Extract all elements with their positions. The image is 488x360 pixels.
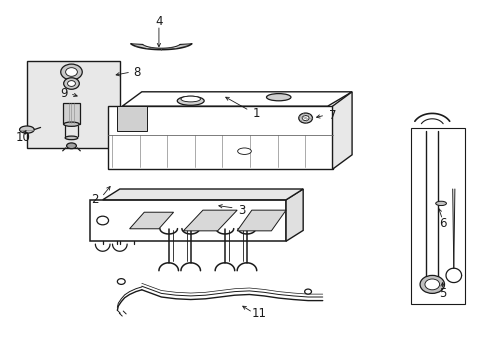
- Polygon shape: [237, 210, 285, 231]
- Text: 2: 2: [91, 193, 99, 206]
- Polygon shape: [122, 92, 351, 106]
- Polygon shape: [332, 92, 351, 169]
- Text: 10: 10: [16, 131, 31, 144]
- Ellipse shape: [181, 96, 200, 102]
- Polygon shape: [107, 106, 332, 169]
- Circle shape: [424, 279, 439, 290]
- Ellipse shape: [20, 126, 34, 133]
- Ellipse shape: [63, 122, 79, 126]
- Text: 6: 6: [438, 217, 446, 230]
- Polygon shape: [90, 200, 285, 241]
- Circle shape: [304, 289, 311, 294]
- Bar: [410, 128, 464, 304]
- Ellipse shape: [237, 148, 251, 154]
- Text: 1: 1: [252, 107, 260, 120]
- Circle shape: [65, 68, 77, 76]
- Polygon shape: [62, 103, 80, 124]
- Circle shape: [63, 78, 79, 89]
- Text: 4: 4: [155, 15, 163, 28]
- Text: 7: 7: [328, 109, 336, 122]
- Circle shape: [97, 216, 108, 225]
- Polygon shape: [285, 189, 303, 241]
- Text: 9: 9: [60, 87, 67, 100]
- Text: 8: 8: [133, 66, 141, 78]
- Bar: [27, 61, 120, 148]
- Polygon shape: [102, 189, 303, 200]
- Polygon shape: [117, 106, 146, 131]
- Text: 11: 11: [251, 307, 266, 320]
- Ellipse shape: [266, 94, 290, 101]
- Circle shape: [419, 275, 444, 293]
- Circle shape: [302, 116, 308, 121]
- Text: 5: 5: [438, 287, 446, 300]
- Circle shape: [298, 113, 312, 123]
- Circle shape: [61, 64, 82, 80]
- Ellipse shape: [65, 136, 78, 140]
- Circle shape: [67, 81, 75, 86]
- Polygon shape: [129, 212, 173, 229]
- Circle shape: [117, 279, 125, 284]
- Polygon shape: [183, 210, 237, 231]
- Ellipse shape: [177, 96, 204, 105]
- Ellipse shape: [435, 201, 446, 206]
- Text: 3: 3: [238, 204, 245, 217]
- Ellipse shape: [66, 143, 76, 149]
